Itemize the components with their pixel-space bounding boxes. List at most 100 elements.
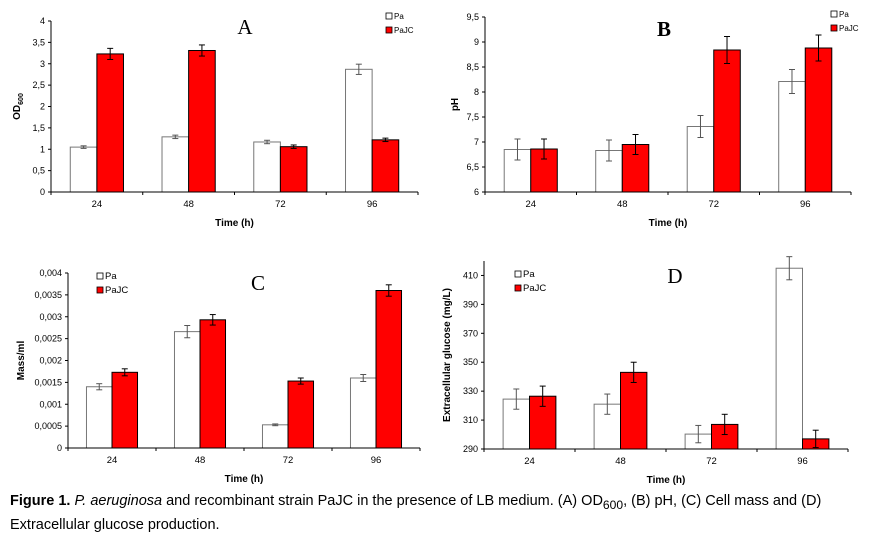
legend-swatch-pa: [514, 270, 522, 278]
legend-label-pa: Pa: [839, 10, 849, 19]
bar-pajc-72: [287, 380, 315, 449]
legend-swatch-pa: [830, 10, 838, 18]
y-tick-label: 0,0025: [34, 334, 62, 344]
legend-label-pa: Pa: [394, 12, 404, 21]
chart-panel-c: 0 0,0005 0,001 0,0015 0,002 0,0025 0,003 0,0035…: [16, 268, 421, 485]
legend-swatch-pa: [385, 12, 393, 20]
y-tick-label: 0,002: [39, 356, 62, 366]
legend-swatch-pa: [96, 272, 104, 280]
legend-swatch-pajc: [830, 24, 838, 32]
chart-panel-a: 0 0,5 1 1,5 2 2,5 3 3,5 4 24 48 72 96 Time (h) OD600 A P…: [12, 12, 419, 229]
y-axis-label: OD600: [12, 93, 25, 120]
y-tick-label: 410: [463, 270, 478, 280]
y-tick-label: 330: [463, 386, 478, 396]
x-tick-label: 48: [183, 199, 194, 210]
y-tick-label: 0,004: [39, 268, 62, 278]
panel-title: D: [667, 264, 682, 288]
bar-pa-24: [85, 386, 113, 449]
caption-subscript: 600: [602, 497, 624, 512]
caption-text-1: and recombinant strain PaJC in the prese…: [162, 493, 603, 509]
y-tick-label: 290: [463, 444, 478, 454]
x-tick-label: 48: [195, 455, 206, 466]
bar-pajc-48: [188, 49, 216, 193]
legend-swatch-pajc: [385, 26, 393, 34]
y-tick-label: 3: [40, 59, 45, 69]
panel-title: A: [237, 15, 253, 39]
y-tick-label: 350: [463, 357, 478, 367]
legend-label-pajc: PaJC: [839, 24, 859, 33]
caption-text-2: , (B) pH, (C) Cell mass and (D) Extracel…: [10, 493, 822, 533]
legend-swatch-pajc: [96, 286, 104, 294]
legend-label-pajc: PaJC: [523, 283, 546, 294]
bar-pa-96: [349, 377, 377, 449]
bar-pajc-72: [713, 49, 741, 193]
y-tick-label: 0,003: [39, 312, 62, 322]
y-tick-label: 7: [474, 137, 479, 147]
x-tick-label: 24: [92, 199, 103, 210]
y-tick-label: 9,5: [466, 12, 479, 22]
x-tick-label: 72: [275, 199, 286, 210]
x-tick-label: 24: [107, 455, 118, 466]
y-tick-label: 390: [463, 299, 478, 309]
bar-pajc-96: [804, 47, 833, 193]
bar-pa-96: [778, 81, 806, 193]
y-axis-label: Mass/ml: [16, 341, 27, 381]
x-tick-label: 48: [615, 456, 626, 467]
y-tick-label: 2,5: [32, 80, 45, 90]
chart-panel-b: 6 6,5 7 7,5 8 8,5 9 9,5 24 48 72 96 Time (h) pH B Pa PaJ…: [450, 10, 859, 229]
bar-pajc-24: [96, 53, 124, 193]
bar-pajc-96: [375, 290, 403, 449]
x-tick-label: 96: [797, 456, 808, 467]
y-tick-label: 7,5: [466, 112, 479, 122]
chart-panel-d: 290 310 330 350 370 390 410 24 48 72 96 Time (h) Ext…: [442, 256, 849, 486]
bar-pa-72: [253, 141, 281, 193]
x-tick-label: 96: [800, 199, 811, 210]
x-tick-label: 72: [283, 455, 294, 466]
x-axis-label: Time (h): [647, 475, 686, 486]
legend-label-pa: Pa: [523, 269, 535, 280]
caption-species: P. aeruginosa: [74, 493, 163, 509]
y-tick-label: 0: [40, 187, 45, 197]
y-tick-label: 3,5: [32, 37, 45, 47]
bar-pa-96: [775, 267, 803, 450]
y-tick-label: 0,0005: [34, 421, 62, 431]
y-tick-label: 9: [474, 37, 479, 47]
y-tick-label: 4: [40, 16, 45, 26]
y-tick-label: 0,0035: [34, 290, 62, 300]
y-tick-label: 6,5: [466, 162, 479, 172]
x-tick-label: 72: [708, 199, 719, 210]
x-tick-label: 24: [525, 199, 536, 210]
y-tick-label: 310: [463, 415, 478, 425]
bar-pa-96: [345, 68, 373, 193]
bar-pa-24: [69, 146, 98, 193]
legend-swatch-pajc: [514, 284, 522, 292]
y-tick-label: 370: [463, 328, 478, 338]
y-axis-label-subscript: 600: [18, 93, 25, 105]
bar-pajc-96: [371, 139, 400, 193]
x-axis-label: Time (h): [225, 474, 264, 485]
y-tick-label: 1: [40, 144, 45, 154]
bar-pa-48: [161, 136, 190, 193]
y-tick-label: 8,5: [466, 62, 479, 72]
x-tick-label: 96: [371, 455, 382, 466]
panel-title: C: [251, 271, 265, 295]
bar-pajc-48: [199, 319, 227, 449]
figure-caption: Figure 1. P. aeruginosa and recombinant …: [10, 491, 875, 535]
bar-pa-48: [173, 331, 201, 449]
x-axis-label: Time (h): [215, 218, 254, 229]
y-tick-label: 0,5: [32, 166, 45, 176]
y-tick-label: 0,0015: [34, 377, 62, 387]
x-tick-label: 48: [617, 199, 628, 210]
legend-label-pajc: PaJC: [394, 26, 414, 35]
bar-pajc-24: [111, 371, 139, 449]
y-tick-label: 0,001: [39, 399, 62, 409]
x-tick-label: 72: [706, 456, 717, 467]
panel-title: B: [657, 17, 671, 41]
y-axis-label: Extracellular glucose (mg/L): [442, 288, 453, 422]
bar-pa-72: [261, 424, 289, 449]
y-tick-label: 1,5: [32, 123, 45, 133]
y-tick-label: 6: [474, 187, 479, 197]
y-tick-label: 0: [57, 443, 62, 453]
y-tick-label: 2: [40, 102, 45, 112]
